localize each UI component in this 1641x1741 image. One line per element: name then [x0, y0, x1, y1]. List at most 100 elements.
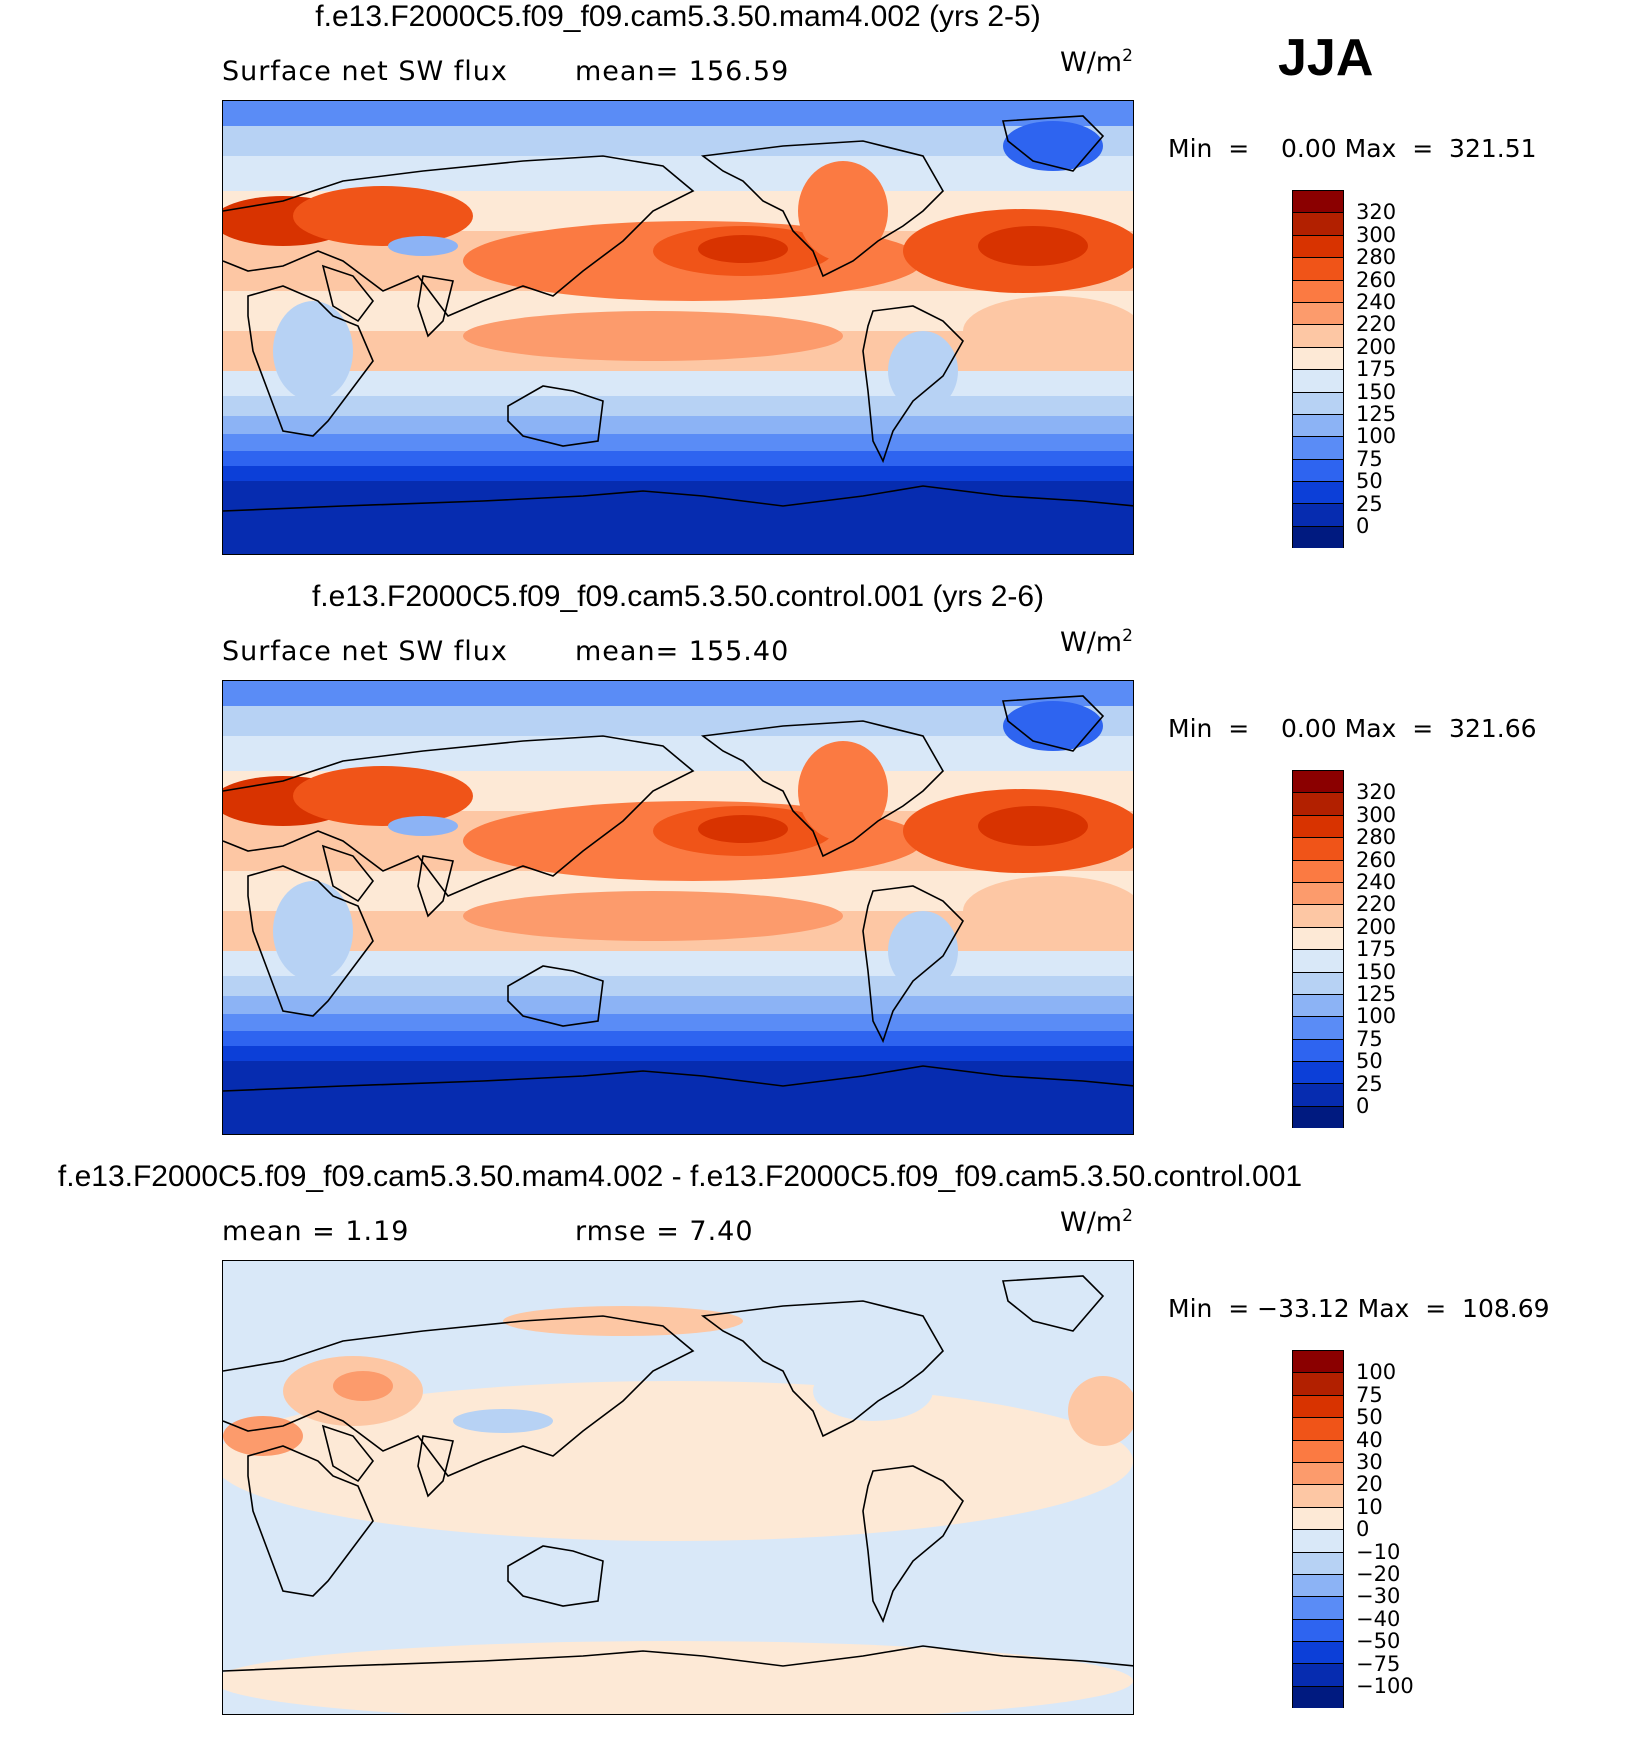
colorbar-swatch — [1292, 1417, 1344, 1440]
colorbar-swatch — [1292, 458, 1344, 482]
coastline — [321, 1424, 375, 1483]
colorbar-label: 100 — [1356, 424, 1397, 449]
colorbar-swatch — [1292, 1461, 1344, 1485]
colorbar-swatch — [1292, 190, 1344, 213]
colorbar-label: 200 — [1356, 914, 1397, 939]
colorbar-label: 75 — [1356, 1026, 1383, 1051]
colorbar-swatch — [1292, 1439, 1344, 1462]
coastline — [223, 735, 695, 897]
colorbar-swatch — [1292, 212, 1344, 235]
colorbar-swatch — [1292, 926, 1344, 950]
colorbar-swatch — [1292, 1506, 1344, 1530]
panel-title: f.e13.F2000C5.f09_f09.cam5.3.50.mam4.002… — [315, 0, 1041, 33]
colorbar-label: 0 — [1356, 1517, 1370, 1542]
colorbar-swatch — [1292, 1484, 1344, 1507]
colorbar-swatch — [1292, 904, 1344, 927]
colorbar-label: 40 — [1356, 1427, 1383, 1452]
colorbar-swatch — [1292, 369, 1344, 392]
colorbar-swatch — [1292, 971, 1344, 994]
coastline — [700, 1300, 944, 1438]
variable-label: Surface net SW flux — [222, 56, 508, 87]
coastline — [507, 385, 604, 447]
colorbar-label: 280 — [1356, 825, 1397, 850]
colorbar-label: 175 — [1356, 937, 1397, 962]
colorbar-label: −75 — [1356, 1651, 1401, 1676]
colorbar-swatch — [1292, 792, 1344, 815]
coastline — [1001, 1275, 1105, 1332]
coastline — [223, 1065, 1133, 1092]
colorbar-label: 125 — [1356, 982, 1397, 1006]
coastline — [700, 720, 944, 858]
colorbar-swatch — [1292, 993, 1344, 1017]
mean-label: mean= 156.59 — [575, 56, 790, 87]
colorbar-swatch — [1292, 1573, 1344, 1597]
coastline — [321, 844, 375, 903]
world-map — [222, 100, 1134, 555]
colorbar-label: 50 — [1356, 469, 1383, 494]
coastline — [862, 305, 964, 464]
colorbar-label: 200 — [1356, 334, 1397, 359]
colorbar-swatch — [1292, 1551, 1344, 1574]
colorbar: 100 75 50 40 30 20 10 0 −10 −20 −30 −40 −50 −75 −100 — [1292, 1350, 1414, 1709]
map-panel-control: f.e13.F2000C5.f09_f09.cam5.3.50.control.… — [0, 580, 1641, 1155]
mean-label: mean = 1.19 — [222, 1216, 410, 1247]
map-field — [223, 1261, 1133, 1714]
colorbar-swatch — [1292, 1394, 1344, 1418]
colorbar-label: 50 — [1356, 1405, 1383, 1430]
map-panel-difference: f.e13.F2000C5.f09_f09.cam5.3.50.mam4.002… — [0, 1160, 1641, 1735]
colorbar-swatch — [1292, 413, 1344, 437]
coastline — [1001, 115, 1105, 172]
min-max-label: Min = 0.00 Max = 321.51 — [1168, 134, 1537, 163]
panel-title: f.e13.F2000C5.f09_f09.cam5.3.50.control.… — [311, 580, 1045, 613]
min-max-label: Min = −33.12 Max = 108.69 — [1168, 1294, 1550, 1323]
colorbar-label: 175 — [1356, 357, 1397, 382]
colorbar: 320 300 280 260 240 220 200 175 150 125 100 75 50 25 0 — [1292, 190, 1396, 549]
rmse-label: rmse = 7.40 — [575, 1216, 754, 1247]
colorbar-label: 300 — [1356, 802, 1397, 827]
coastline — [417, 275, 454, 338]
colorbar-swatch — [1292, 279, 1344, 302]
units-label: W/m2 — [1060, 1206, 1133, 1238]
colorbar-label: −100 — [1356, 1674, 1414, 1698]
colorbar-swatch — [1292, 814, 1344, 838]
coastline — [321, 264, 375, 323]
colorbar-label: 240 — [1356, 290, 1397, 314]
colorbar-swatch — [1292, 1596, 1344, 1619]
colorbar-swatch — [1292, 1529, 1344, 1552]
colorbar-label: 220 — [1356, 892, 1397, 917]
colorbar-swatch — [1292, 1105, 1344, 1129]
coastline — [247, 1445, 374, 1597]
colorbar-label: 125 — [1356, 402, 1397, 426]
colorbar-swatch — [1292, 525, 1344, 549]
colorbar-swatch — [1292, 436, 1344, 459]
colorbar-label: −50 — [1356, 1629, 1401, 1654]
colorbar-label: 100 — [1356, 1360, 1397, 1385]
colorbar-swatch — [1292, 481, 1344, 504]
season-label: JJA — [1278, 29, 1374, 87]
map-field — [223, 101, 1133, 554]
coastline — [700, 140, 944, 278]
coastline — [862, 1465, 964, 1624]
map-field — [223, 681, 1133, 1134]
colorbar-label: 150 — [1356, 959, 1397, 984]
colorbar-swatch — [1292, 234, 1344, 258]
colorbar-label: 50 — [1356, 1049, 1383, 1074]
colorbar-label: 260 — [1356, 267, 1397, 292]
coastline — [247, 865, 374, 1017]
colorbar-label: 220 — [1356, 312, 1397, 337]
colorbar-swatch — [1292, 1372, 1344, 1395]
coastline — [417, 855, 454, 918]
colorbar-swatch — [1292, 837, 1344, 860]
colorbar-swatch — [1292, 1641, 1344, 1664]
colorbar-swatch — [1292, 1685, 1344, 1709]
colorbar-label: 240 — [1356, 870, 1397, 894]
colorbar-label: −10 — [1356, 1539, 1401, 1564]
colorbar-label: 0 — [1356, 514, 1370, 538]
colorbar-label: −40 — [1356, 1606, 1401, 1631]
min-max-label: Min = 0.00 Max = 321.66 — [1168, 714, 1537, 743]
colorbar-swatch — [1292, 1618, 1344, 1642]
colorbar-label: −20 — [1356, 1562, 1401, 1586]
colorbar-label: 100 — [1356, 1004, 1397, 1029]
colorbar-swatch — [1292, 881, 1344, 905]
world-map — [222, 680, 1134, 1135]
